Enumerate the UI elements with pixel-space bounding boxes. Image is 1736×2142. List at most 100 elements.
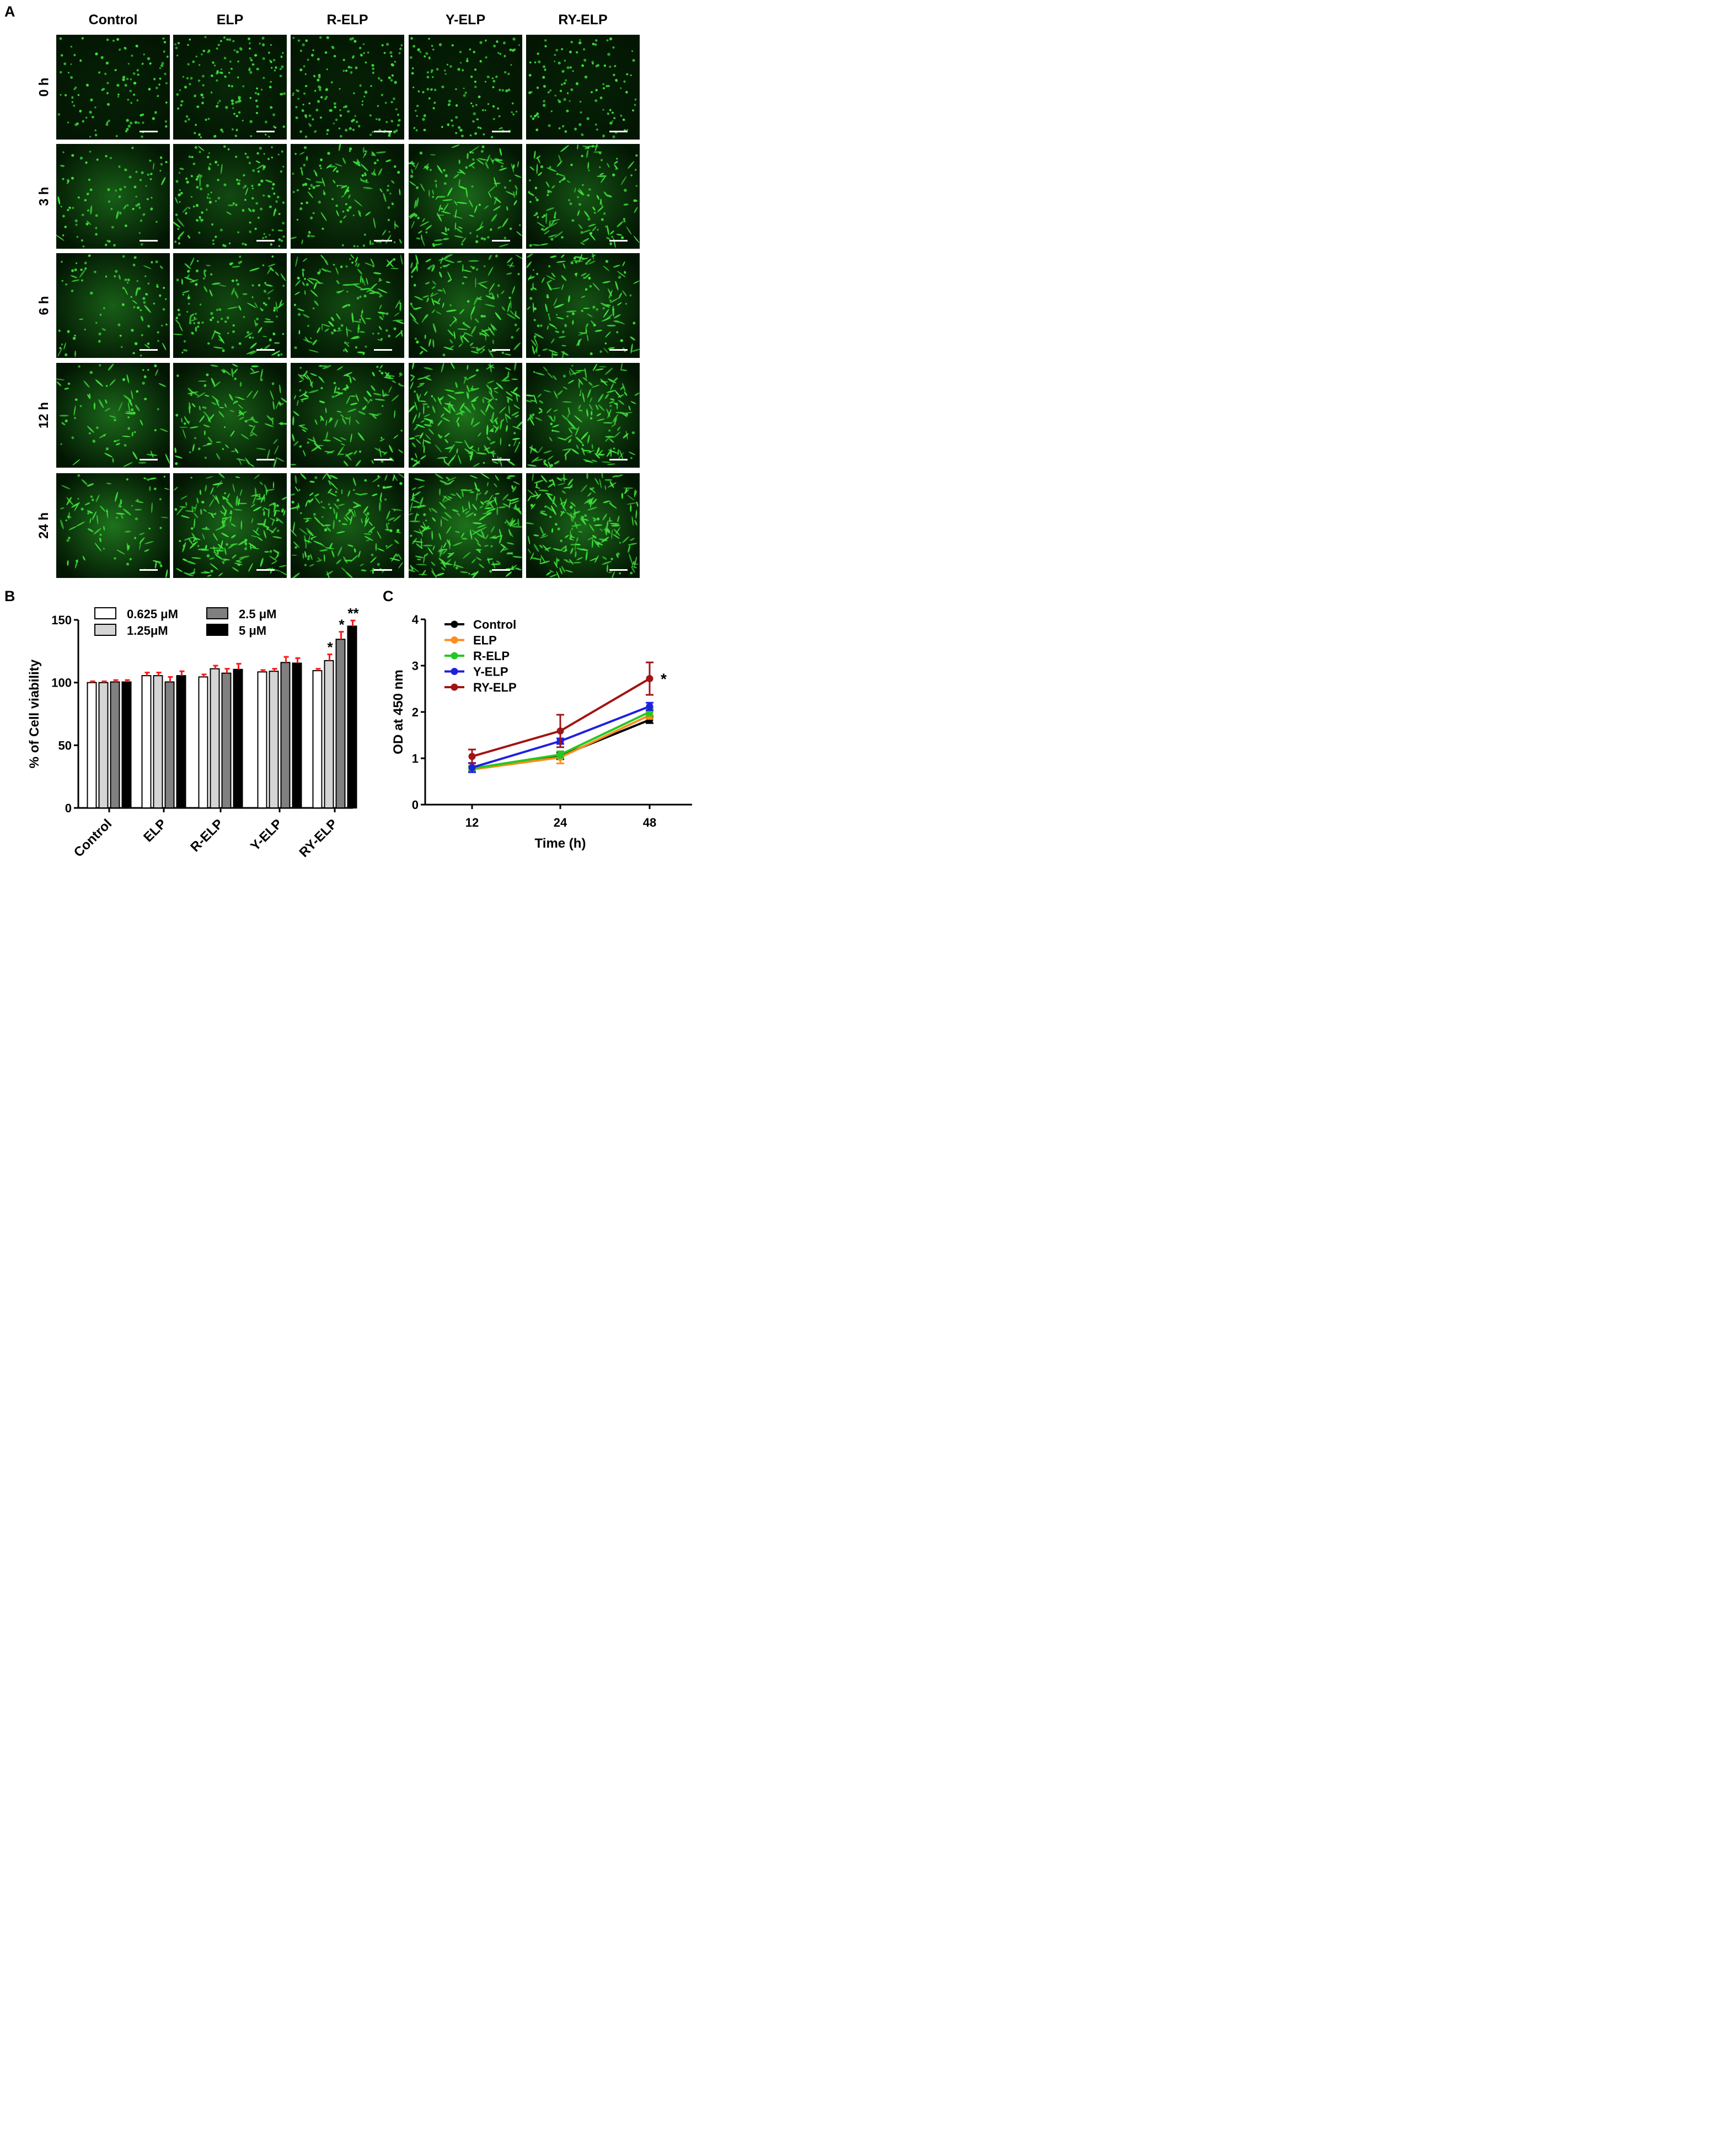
scale-bar [140,459,158,460]
bar-y-elp-0-625-m [257,671,267,808]
micrograph-image [409,253,522,358]
y-tick-label: 100 [51,676,72,690]
micrograph-control-3-h [56,144,170,249]
micrograph-y-elp-24-h [409,473,522,578]
bar-elp-2-5-m [164,681,175,808]
bar-ry-elp-5-m [347,625,357,808]
micrograph-glow [526,35,640,140]
scale-bar [140,240,158,242]
micrograph-ry-elp-0-h [526,35,640,140]
x-tick-label: 24 [554,816,567,829]
micrograph-cells [409,37,521,138]
micrograph-glow [409,144,522,249]
x-tick-label-y-elp: Y-ELP [248,816,285,854]
micrograph-cells [173,473,287,577]
micrograph-elp-0-h [173,35,287,140]
micrograph-control-6-h [56,253,170,358]
x-tick-label: 48 [643,816,656,829]
y-tick-label: 4 [412,613,419,626]
column-header-elp: ELP [216,12,244,28]
micrograph-image [56,35,170,140]
column-header-y-elp: Y-ELP [445,12,486,28]
scale-bar [374,240,392,242]
micrograph-cells [173,255,286,357]
micrograph-y-elp-3-h [409,144,522,249]
significance-marker: * [327,639,333,656]
bar-elp-0-625-m [141,675,152,808]
bar-r-elp-0-625-m [198,676,208,808]
micrograph-image [173,473,287,578]
micrograph-cells [409,144,522,248]
micrograph-image [526,253,640,358]
legend-label-1-25-m: 1.25μM [127,624,168,638]
x-axis-label: Time (h) [535,836,586,851]
bar-r-elp-5-m [233,668,243,808]
micrograph-image [526,144,640,249]
data-point-ry-elp-12 [468,753,476,761]
scale-bar [374,131,392,132]
legend-swatch-0-625-m [94,607,116,619]
micrograph-glow [56,35,170,140]
data-point-y-elp-48 [646,703,653,710]
legend-label-5-m: 5 μM [239,624,266,638]
scale-bar [609,459,628,460]
micrograph-cells [526,363,640,468]
scale-bar [140,349,158,351]
x-tick-label-elp: ELP [141,816,169,845]
bar-control-5-m [121,681,132,808]
micrograph-image [173,363,287,468]
legend-label-0-625-m: 0.625 μM [127,607,178,621]
scale-bar [609,349,628,351]
micrograph-elp-3-h [173,144,287,249]
panel-a-letter: A [4,3,15,20]
bar-elp-1-25-m [153,675,163,808]
bar-y-elp-2-5-m [280,662,291,808]
micrograph-control-0-h [56,35,170,140]
scale-bar [256,240,275,242]
micrograph-glow [409,35,522,140]
micrograph-cells [174,363,287,468]
micrograph-glow [173,35,287,140]
micrograph-elp-12-h [173,363,287,468]
micrograph-image [526,363,640,468]
scale-bar [609,131,628,132]
micrograph-r-elp-0-h [291,35,404,140]
micrograph-image [173,253,287,358]
micrograph-glow [56,363,170,468]
legend-marker-control [451,620,458,628]
micrograph-image [173,144,287,249]
micrograph-glow [56,144,170,249]
bar-y-elp-5-m [292,662,302,809]
micrograph-glow [291,35,404,140]
row-header-3h-label: 3 h [36,186,52,206]
scale-bar [374,349,392,351]
micrograph-y-elp-6-h [409,253,522,358]
micrograph-image [291,363,404,468]
legend-marker-elp [451,636,458,644]
x-tick-label-ry-elp: RY-ELP [296,816,340,860]
y-axis-label: % of Cell viability [27,659,42,768]
micrograph-elp-6-h [173,253,287,358]
bar-r-elp-2-5-m [221,672,232,808]
data-point-r-elp-24 [556,751,564,758]
bar-control-2-5-m [110,681,120,808]
bar-r-elp-1-25-m [210,668,220,808]
micrograph-image [56,363,170,468]
row-header-24h-label: 24 h [36,512,52,539]
micrograph-r-elp-24-h [291,473,404,578]
significance-marker: * [339,617,345,633]
micrograph-y-elp-0-h [409,35,522,140]
scale-bar [492,349,510,351]
scale-bar [492,131,510,132]
micrograph-image [56,253,170,358]
legend-swatch-1-25-m [94,624,116,636]
legend-label-2-5-m: 2.5 μM [239,607,276,621]
y-tick-label: 1 [412,752,419,765]
scale-bar [374,459,392,460]
legend-label-y-elp: Y-ELP [473,665,508,679]
micrograph-cells [174,36,286,138]
micrograph-cells [60,474,169,578]
bar-ry-elp-0-625-m [312,670,323,808]
scale-bar [492,459,510,460]
micrograph-image [173,35,287,140]
